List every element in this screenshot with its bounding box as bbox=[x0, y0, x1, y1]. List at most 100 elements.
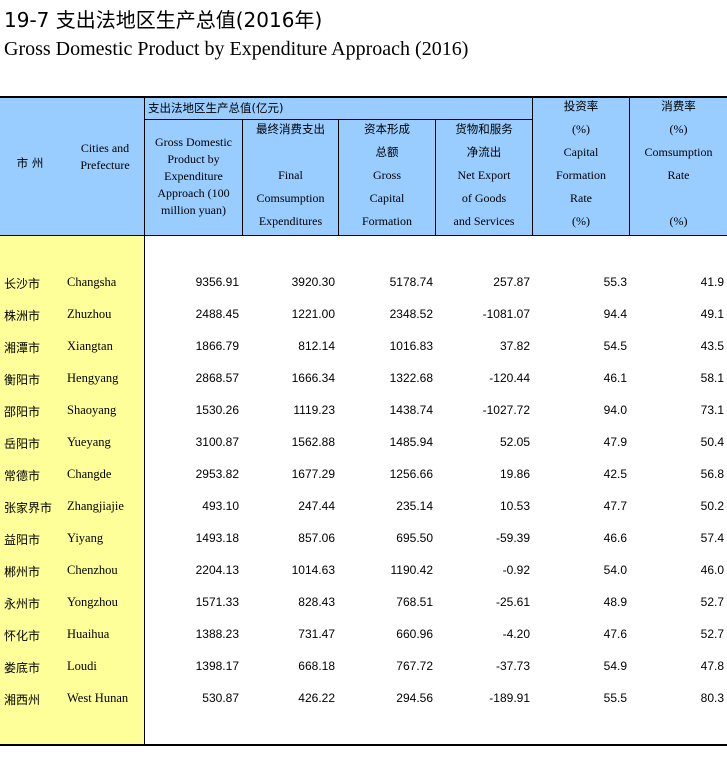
investment-rate-value: 47.9 bbox=[603, 435, 627, 449]
table-row: 湘西州 West Hunan 530.87 426.22 294.56 -189… bbox=[0, 683, 727, 715]
investment-rate-value: 54.9 bbox=[603, 659, 627, 673]
header-city-en-line: Prefecture bbox=[80, 158, 130, 172]
table-row: 怀化市 Huaihua 1388.23 731.47 660.96 -4.20 … bbox=[0, 619, 727, 651]
header-gdp-line: Product by bbox=[167, 152, 220, 166]
table-row: 衡阳市 Hengyang 2868.57 1666.34 1322.68 -12… bbox=[0, 363, 727, 395]
header-gcf-cn: 资本形成 bbox=[364, 122, 410, 136]
table-title-english: Gross Domestic Product by Expenditure Ap… bbox=[4, 38, 469, 60]
table-row: 郴州市 Chenzhou 2204.13 1014.63 1190.42 -0.… bbox=[0, 555, 727, 587]
net-export-value: -59.39 bbox=[495, 531, 530, 545]
gdp-value: 2204.13 bbox=[195, 563, 239, 577]
final-consumption-value: 1666.34 bbox=[291, 371, 335, 385]
city-name-en: Changsha bbox=[67, 275, 117, 289]
consumption-rate-value: 46.0 bbox=[700, 563, 724, 577]
consumption-rate-value: 47.8 bbox=[700, 659, 724, 673]
capital-formation-value: 768.51 bbox=[396, 595, 433, 609]
consumption-rate-value: 73.1 bbox=[700, 403, 724, 417]
net-export-value: -0.92 bbox=[502, 563, 530, 577]
header-consumption-rate: 消费率 (%) Comsumption Rate (%) bbox=[630, 95, 727, 233]
final-consumption-value: 1562.88 bbox=[291, 435, 335, 449]
city-name-en: Loudi bbox=[67, 659, 97, 673]
net-export-value: 10.53 bbox=[499, 499, 530, 513]
header-con-blank bbox=[630, 187, 727, 210]
investment-rate-value: 94.4 bbox=[603, 307, 627, 321]
header-gcf-line: Gross bbox=[372, 168, 401, 182]
final-consumption-value: 1119.23 bbox=[293, 403, 335, 417]
city-name-en: Xiangtan bbox=[67, 339, 113, 353]
table-row: 永州市 Yongzhou 1571.33 828.43 768.51 -25.6… bbox=[0, 587, 727, 619]
column-divider bbox=[629, 98, 630, 235]
investment-rate-value: 55.3 bbox=[603, 275, 627, 289]
header-con-line: Rate bbox=[667, 168, 690, 182]
investment-rate-value: 47.7 bbox=[603, 499, 627, 513]
header-inv-pct: (%) bbox=[572, 214, 590, 228]
net-export-value: 37.82 bbox=[499, 339, 530, 353]
header-investment-rate: 投资率 (%) Capital Formation Rate (%) bbox=[533, 95, 629, 233]
final-consumption-value: 857.06 bbox=[298, 531, 335, 545]
header-fce-cn: 最终消费支出 bbox=[256, 122, 325, 136]
city-name-en: Zhuzhou bbox=[67, 307, 112, 321]
column-divider bbox=[242, 120, 243, 235]
gdp-value: 9356.91 bbox=[195, 275, 239, 289]
city-name-cn: 郴州市 bbox=[4, 565, 41, 579]
capital-formation-value: 2348.52 bbox=[389, 307, 433, 321]
net-export-value: -120.44 bbox=[489, 371, 530, 385]
table-row: 益阳市 Yiyang 1493.18 857.06 695.50 -59.39 … bbox=[0, 523, 727, 555]
city-column-background bbox=[0, 236, 145, 744]
consumption-rate-value: 41.9 bbox=[700, 275, 724, 289]
gdp-value: 1398.17 bbox=[195, 659, 239, 673]
table-title-chinese: 19-7 支出法地区生产总值(2016年) bbox=[4, 8, 323, 32]
net-export-value: -25.61 bbox=[495, 595, 530, 609]
table-row: 长沙市 Changsha 9356.91 3920.30 5178.74 257… bbox=[0, 267, 727, 299]
gdp-value: 1493.18 bbox=[195, 531, 239, 545]
capital-formation-value: 1190.42 bbox=[390, 563, 434, 577]
gdp-value: 1388.23 bbox=[195, 627, 239, 641]
header-fce-blank bbox=[243, 141, 338, 164]
investment-rate-value: 48.9 bbox=[603, 595, 627, 609]
consumption-rate-value: 57.4 bbox=[700, 531, 724, 545]
header-inv-cn: 投资率 bbox=[563, 99, 599, 113]
table-row: 株洲市 Zhuzhou 2488.45 1221.00 2348.52 -108… bbox=[0, 299, 727, 331]
city-name-en: Huaihua bbox=[67, 627, 110, 641]
final-consumption-value: 812.14 bbox=[298, 339, 335, 353]
header-inv-line: Capital bbox=[563, 145, 599, 159]
gdp-value: 493.10 bbox=[202, 499, 239, 513]
investment-rate-value: 46.1 bbox=[603, 371, 627, 385]
city-name-en: Yongzhou bbox=[67, 595, 118, 609]
group-header-rule bbox=[145, 119, 532, 120]
gdp-value: 530.87 bbox=[202, 691, 239, 705]
city-name-cn: 常德市 bbox=[4, 469, 41, 483]
city-name-en: West Hunan bbox=[67, 691, 129, 705]
header-gdp: Gross Domestic Product by Expenditure Ap… bbox=[145, 134, 242, 219]
net-export-value: 257.87 bbox=[493, 275, 530, 289]
capital-formation-value: 767.72 bbox=[396, 659, 433, 673]
header-gdp-line: million yuan) bbox=[161, 203, 226, 217]
investment-rate-value: 54.5 bbox=[603, 339, 627, 353]
consumption-rate-value: 50.2 bbox=[700, 499, 724, 513]
city-name-cn: 株洲市 bbox=[4, 309, 41, 323]
city-name-cn: 衡阳市 bbox=[4, 373, 41, 387]
header-nx-cn: 净流出 bbox=[466, 145, 502, 159]
consumption-rate-value: 52.7 bbox=[700, 595, 724, 609]
header-inv-pct: (%) bbox=[572, 122, 590, 136]
city-name-cn: 永州市 bbox=[4, 597, 41, 611]
header-gdp-line: Expenditure bbox=[164, 169, 223, 183]
city-name-en: Yueyang bbox=[67, 435, 111, 449]
city-name-en: Chenzhou bbox=[67, 563, 118, 577]
header-gcf-line: Formation bbox=[362, 214, 412, 228]
capital-formation-value: 660.96 bbox=[396, 627, 433, 641]
final-consumption-value: 3920.30 bbox=[291, 275, 335, 289]
gdp-value: 2953.82 bbox=[195, 467, 239, 481]
final-consumption-value: 1221.00 bbox=[291, 307, 335, 321]
city-name-en: Changde bbox=[67, 467, 112, 481]
consumption-rate-value: 49.1 bbox=[700, 307, 724, 321]
capital-formation-value: 5178.74 bbox=[389, 275, 433, 289]
capital-formation-value: 294.56 bbox=[396, 691, 433, 705]
header-gcf-cn: 总额 bbox=[375, 145, 399, 159]
header-fce-line: Final bbox=[278, 168, 303, 182]
capital-formation-value: 695.50 bbox=[396, 531, 433, 545]
investment-rate-value: 42.5 bbox=[603, 467, 627, 481]
header-fce-line: Expenditures bbox=[258, 214, 323, 228]
header-city-cn: 市 州 bbox=[16, 156, 44, 170]
header-fce: 最终消费支出 Final Comsumption Expenditures bbox=[243, 118, 338, 233]
